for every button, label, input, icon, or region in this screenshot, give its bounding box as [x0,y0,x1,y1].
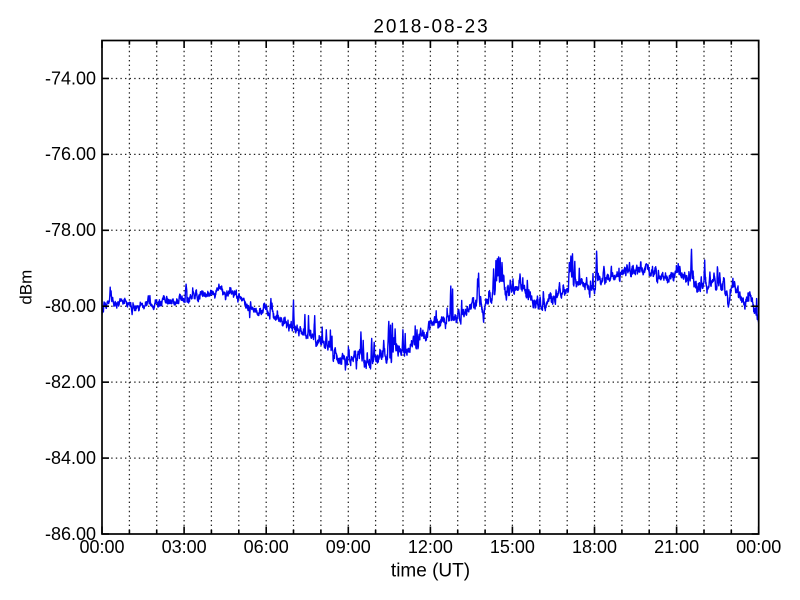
svg-text:21:00: 21:00 [654,537,699,557]
svg-text:18:00: 18:00 [572,537,617,557]
svg-text:-86.00: -86.00 [45,524,96,544]
svg-text:dBm: dBm [17,270,36,305]
svg-text:00:00: 00:00 [79,537,124,557]
svg-text:-74.00: -74.00 [45,68,96,88]
svg-text:-82.00: -82.00 [45,372,96,392]
svg-text:09:00: 09:00 [326,537,371,557]
svg-text:-78.00: -78.00 [45,220,96,240]
svg-text:12:00: 12:00 [408,537,453,557]
svg-text:-84.00: -84.00 [45,448,96,468]
svg-text:00:00: 00:00 [736,537,781,557]
svg-text:time (UT): time (UT) [391,561,470,582]
svg-text:15:00: 15:00 [490,537,535,557]
svg-text:-76.00: -76.00 [45,144,96,164]
svg-text:2018-08-23: 2018-08-23 [373,16,489,37]
svg-text:-80.00: -80.00 [45,296,96,316]
svg-text:06:00: 06:00 [244,537,289,557]
svg-text:03:00: 03:00 [162,537,207,557]
